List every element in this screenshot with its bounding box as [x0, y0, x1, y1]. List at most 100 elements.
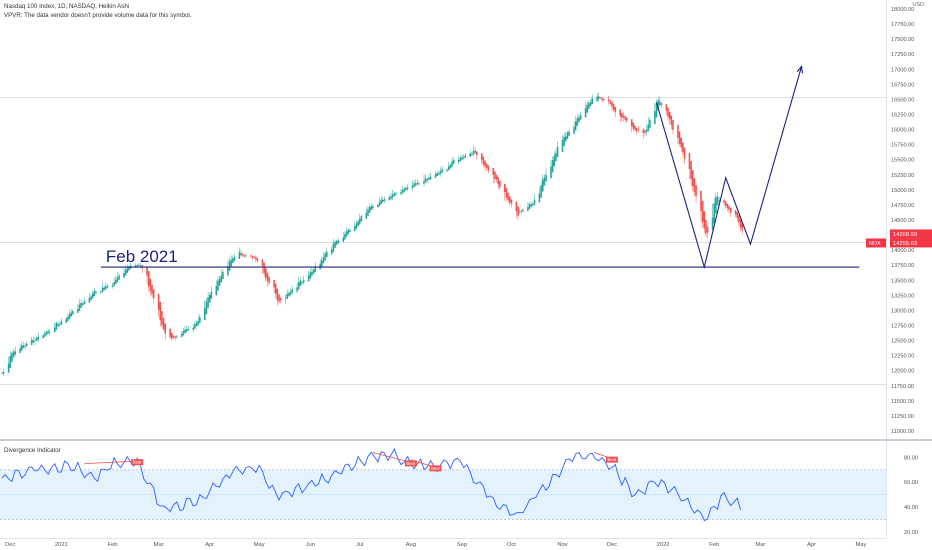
- candle: [637, 126, 640, 133]
- candle: [553, 151, 556, 167]
- time-tick-label: Mar: [755, 542, 765, 548]
- candle: [95, 289, 97, 294]
- candle: [197, 315, 199, 327]
- candle: [438, 170, 440, 176]
- indicator-axis: 80.00 60.00 40.00 20.00: [904, 455, 918, 535]
- candle: [25, 341, 28, 347]
- candle: [713, 197, 715, 224]
- candle: [114, 275, 117, 285]
- candle: [683, 147, 686, 165]
- candle: [332, 238, 335, 252]
- candle: [44, 331, 46, 337]
- candle: [118, 273, 120, 280]
- candle: [413, 180, 415, 187]
- candle: [556, 141, 559, 158]
- price-tick-label: 16500.00: [891, 97, 914, 103]
- candle: [347, 227, 350, 235]
- candle: [434, 170, 437, 178]
- candle: [88, 292, 91, 303]
- time-tick-label: Oct: [507, 542, 516, 548]
- candle: [171, 332, 173, 342]
- candle: [302, 275, 305, 285]
- candle: [157, 293, 160, 318]
- candle: [573, 121, 575, 134]
- candle: [312, 269, 315, 274]
- candle: [103, 285, 106, 291]
- time-axis[interactable]: Dec 2021 Feb Mar Apr May Jun Jul Aug Sep Oct Nov Dec…: [5, 542, 866, 548]
- candlestick-series: [1, 92, 744, 376]
- candle: [274, 283, 277, 299]
- candle: [45, 330, 48, 336]
- price-tick-label: 16000.00: [891, 128, 914, 134]
- candle: [482, 156, 485, 167]
- candle: [741, 223, 744, 235]
- candle: [378, 197, 381, 207]
- candle: [677, 124, 679, 145]
- candle: [380, 196, 382, 204]
- bear-label: Bear: [429, 465, 442, 472]
- time-tick-label: Aug: [406, 542, 416, 548]
- candle: [276, 288, 279, 306]
- candle: [149, 278, 152, 296]
- candle: [416, 179, 419, 186]
- time-tick-label: Sep: [457, 542, 467, 548]
- price-tick-label: 15500.00: [891, 158, 914, 164]
- candle: [358, 213, 361, 225]
- w-pattern-path[interactable]: [655, 66, 803, 270]
- candle: [578, 113, 580, 122]
- candle: [678, 131, 681, 147]
- candle: [370, 203, 373, 210]
- candle: [395, 192, 397, 196]
- candle: [307, 270, 310, 282]
- candle: [695, 185, 697, 204]
- candle: [288, 290, 290, 297]
- candle: [203, 299, 206, 321]
- candle: [642, 128, 645, 139]
- drawings-layer[interactable]: Feb 2021: [100, 64, 860, 270]
- candle: [538, 187, 541, 203]
- candle: [540, 182, 542, 198]
- candle: [182, 327, 185, 336]
- candle: [391, 189, 394, 201]
- candle: [138, 263, 140, 267]
- candle: [354, 221, 356, 232]
- candle: [232, 255, 234, 263]
- price-tick-label: 15250.00: [891, 173, 914, 179]
- candle: [238, 247, 241, 259]
- price-tick-label: 13750.00: [891, 263, 914, 269]
- candle: [68, 309, 71, 319]
- candle: [586, 101, 589, 113]
- candle: [53, 322, 56, 333]
- candle: [441, 165, 443, 174]
- candle: [499, 180, 501, 191]
- candle: [123, 268, 125, 278]
- candle: [230, 255, 232, 267]
- time-tick-label: Jun: [306, 542, 315, 548]
- price-tick-label: 12750.00: [891, 323, 914, 329]
- bear-label: Bear: [404, 460, 417, 467]
- candle: [42, 334, 45, 339]
- candle: [383, 196, 386, 204]
- candle: [446, 168, 448, 173]
- candle: [401, 185, 404, 194]
- price-tick-label: 13500.00: [891, 278, 914, 284]
- candle: [452, 158, 455, 164]
- candle: [80, 299, 82, 308]
- candle: [243, 254, 246, 258]
- candle: [241, 252, 244, 258]
- price-tick-label: 12000.00: [891, 369, 914, 375]
- candle: [459, 155, 462, 162]
- candle: [728, 205, 730, 214]
- candle: [471, 152, 473, 157]
- candle: [630, 119, 633, 133]
- candle: [30, 336, 33, 345]
- candle: [588, 100, 590, 109]
- price-tick-label: 12500.00: [891, 339, 914, 345]
- price-axis[interactable]: 18000.00 17750.00 17500.00 17250.00 17000.00…: [866, 7, 932, 435]
- candle: [423, 174, 425, 187]
- candle: [184, 325, 186, 334]
- candle: [424, 174, 427, 183]
- candle: [55, 321, 58, 330]
- candle: [113, 277, 115, 287]
